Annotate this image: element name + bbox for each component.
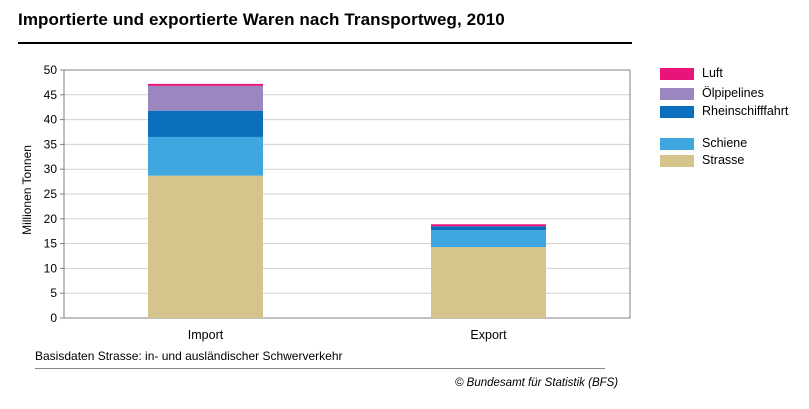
y-tick-label: 50: [44, 63, 58, 77]
bar-segment-strasse-import: [148, 175, 263, 318]
legend-swatch: [660, 138, 694, 150]
y-tick-label: 30: [44, 162, 58, 176]
chart-title: Importierte und exportierte Waren nach T…: [18, 10, 505, 29]
y-tick-label: 45: [44, 88, 58, 102]
plot-frame: [63, 69, 631, 319]
legend-label: Rheinschifffahrt: [702, 104, 789, 118]
legend-swatch: [660, 88, 694, 100]
legend-label: Luft: [702, 66, 723, 80]
y-tick-label: 20: [44, 212, 58, 226]
bar-segment-ölpipelines-import: [148, 85, 263, 111]
y-tick-label: 25: [44, 187, 58, 201]
legend-swatch: [660, 155, 694, 167]
title-divider: [18, 42, 632, 44]
y-tick-label: 0: [50, 311, 57, 325]
footer-divider: [35, 368, 605, 369]
bar-segment-strasse-export: [431, 247, 546, 318]
bar-segment-luft-import: [148, 83, 263, 86]
legend-swatch: [660, 106, 694, 118]
footnote: Basisdaten Strasse: in- und ausländische…: [35, 349, 343, 363]
bar-segment-schiene-import: [148, 136, 263, 176]
y-tick-label: 35: [44, 137, 58, 151]
source-credit: © Bundesamt für Statistik (BFS): [455, 377, 619, 389]
y-axis-label: Millionen Tonnen: [20, 145, 34, 235]
y-tick-label: 40: [44, 113, 58, 127]
y-tick-label: 5: [50, 286, 57, 300]
x-tick-label: Export: [470, 328, 507, 342]
legend-label: Schiene: [702, 136, 748, 150]
y-tick-label: 10: [44, 261, 58, 275]
bar-segment-rheinschifffahrt-export: [431, 226, 546, 231]
bar-segment-luft-export: [431, 224, 546, 227]
bar-segment-rheinschifffahrt-import: [148, 110, 263, 137]
y-tick-label: 15: [44, 237, 58, 251]
legend-swatch: [660, 68, 694, 80]
bar-segment-schiene-export: [431, 230, 546, 248]
legend-label: Ölpipelines: [702, 86, 764, 100]
x-tick-label: Import: [188, 328, 224, 342]
legend-label: Strasse: [702, 153, 745, 167]
